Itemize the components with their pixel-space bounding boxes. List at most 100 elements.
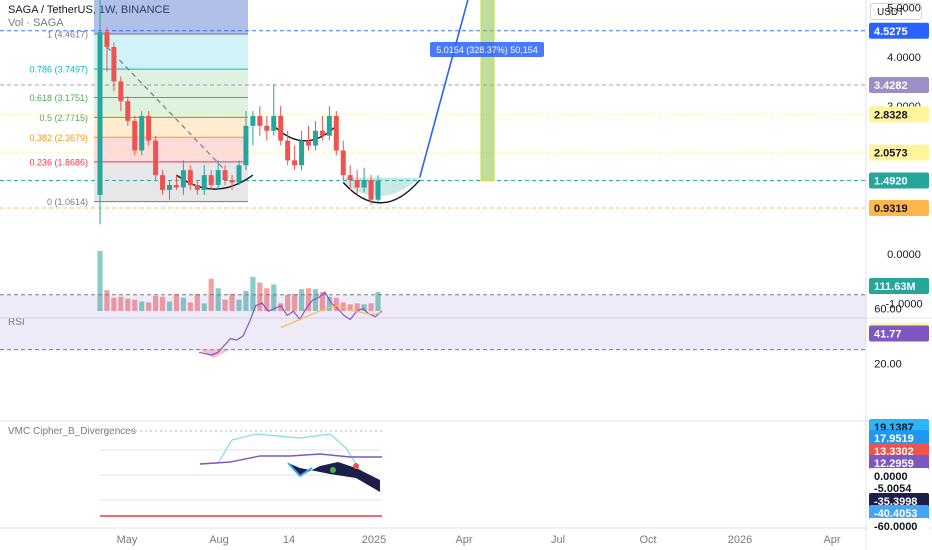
candle-body bbox=[354, 180, 360, 188]
candle-body bbox=[167, 184, 172, 190]
volume-bar bbox=[236, 299, 242, 311]
candle-body bbox=[236, 165, 242, 183]
price-tag-box bbox=[869, 76, 929, 93]
vmc-tag: -40.4053 bbox=[874, 508, 917, 520]
vmc-money-flow bbox=[199, 453, 382, 465]
vmc-wave2 bbox=[287, 462, 313, 478]
volume-bar bbox=[132, 299, 138, 311]
candle-body bbox=[104, 32, 110, 47]
price-axis-tick: 0.0000 bbox=[887, 249, 921, 261]
time-axis-label: 14 bbox=[283, 534, 295, 546]
fib-level-label: 1 (4.4617) bbox=[47, 30, 88, 40]
candle-body bbox=[250, 115, 256, 126]
volume-bar bbox=[347, 304, 353, 311]
candle-body bbox=[299, 140, 305, 166]
price-tag: 0.9319 bbox=[874, 203, 908, 215]
price-tag: 2.8328 bbox=[874, 109, 908, 121]
price-tag-box bbox=[869, 278, 929, 294]
volume-bar bbox=[125, 298, 131, 311]
volume-bar bbox=[139, 301, 145, 311]
candle-body bbox=[139, 115, 145, 151]
fib-zone bbox=[94, 117, 248, 138]
volume-bar bbox=[180, 297, 186, 311]
price-tag-box bbox=[869, 172, 929, 189]
price-tag: 1.4920 bbox=[874, 175, 908, 187]
fib-zone bbox=[94, 34, 248, 70]
volume-bar bbox=[257, 282, 263, 311]
price-tag-box bbox=[869, 22, 929, 39]
volume-bar bbox=[368, 303, 374, 311]
rsi-series-line bbox=[198, 291, 383, 356]
volume-bar bbox=[292, 293, 298, 311]
candle-body bbox=[319, 130, 325, 136]
candle-body bbox=[375, 180, 381, 200]
volume-bar bbox=[375, 292, 381, 311]
volume-bar bbox=[312, 289, 319, 311]
vmc-signal-dot bbox=[330, 467, 336, 473]
candle-body bbox=[292, 160, 298, 166]
target-box bbox=[480, 0, 495, 182]
vmc-tag: 12.2959 bbox=[874, 458, 914, 470]
time-axis-label: May bbox=[117, 534, 138, 546]
price-tag: 111.63M bbox=[874, 281, 916, 293]
volume-bar bbox=[243, 291, 249, 311]
volume-bar bbox=[194, 293, 200, 311]
volume-bar bbox=[111, 297, 117, 311]
price-axis-tick: -1.0000 bbox=[885, 298, 922, 310]
volume-bar bbox=[173, 293, 180, 311]
volume-bar bbox=[298, 289, 305, 311]
fib-zone bbox=[94, 137, 248, 162]
volume-bar bbox=[166, 301, 173, 311]
volume-bar bbox=[229, 293, 235, 311]
volume-bar bbox=[250, 276, 256, 311]
vmc-tag-box bbox=[869, 430, 929, 446]
fib-level-label: 0.786 (3.7497) bbox=[29, 65, 88, 75]
projection-label-box bbox=[430, 42, 544, 57]
fib-level-label: 0.382 (2.3679) bbox=[29, 133, 88, 143]
fib-zone bbox=[94, 0, 248, 35]
candle-body bbox=[146, 115, 152, 141]
candle-body bbox=[361, 180, 367, 188]
volume-label: Vol · SAGA bbox=[8, 17, 64, 29]
volume-bar bbox=[333, 297, 339, 311]
volume-bar bbox=[159, 296, 166, 311]
fib-level-label: 0.236 (1.8686) bbox=[29, 157, 88, 167]
currency-button[interactable]: USDT bbox=[870, 3, 922, 20]
rsi-tag-box bbox=[869, 325, 929, 342]
projection-label: 5.0154 (328.37%) 50,154 bbox=[436, 45, 538, 55]
volume-bar bbox=[201, 303, 207, 311]
vmc-wave1 bbox=[199, 433, 381, 491]
price-axis-tick: 4.0000 bbox=[887, 52, 921, 64]
rsi-tag: 41.77 bbox=[874, 328, 902, 340]
volume-bar bbox=[153, 295, 159, 311]
time-axis-label: Jul bbox=[551, 534, 565, 546]
candle-body bbox=[173, 184, 179, 188]
candle-body bbox=[340, 150, 346, 176]
candle-body bbox=[333, 115, 339, 151]
volume-bar bbox=[222, 299, 228, 311]
candle-body bbox=[229, 180, 235, 183]
candle-body bbox=[347, 175, 353, 181]
volume-bar bbox=[319, 292, 325, 311]
volume-bar bbox=[118, 296, 124, 311]
volume-bar bbox=[285, 294, 291, 311]
candle-body bbox=[97, 32, 103, 195]
vmc-tag: -60.0000 bbox=[874, 521, 917, 533]
rsi-axis-tick: 60.00 bbox=[874, 304, 902, 316]
candle-body bbox=[306, 140, 311, 146]
candle-body bbox=[201, 175, 207, 190]
fib-level-label: 0.618 (3.1751) bbox=[29, 93, 88, 103]
time-axis-label: 2026 bbox=[728, 534, 752, 546]
candle-body bbox=[208, 175, 214, 185]
vmc-signal-dot bbox=[353, 463, 359, 469]
volume-bar bbox=[278, 303, 284, 311]
volume-bar bbox=[104, 290, 110, 311]
fib-zone bbox=[94, 161, 248, 202]
volume-bar bbox=[187, 302, 193, 311]
volume-bar bbox=[326, 296, 332, 311]
candle-body bbox=[160, 175, 166, 190]
price-tag: 2.0573 bbox=[874, 148, 908, 160]
vmc-wave-fill bbox=[288, 462, 380, 492]
price-tag-box bbox=[869, 144, 929, 161]
